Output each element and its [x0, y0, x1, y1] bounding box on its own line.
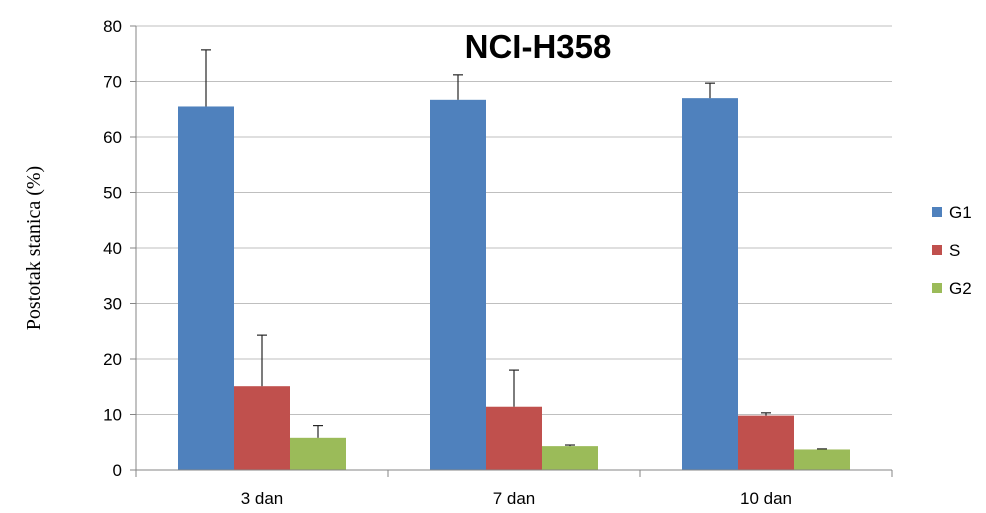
y-tick-label: 40: [103, 239, 122, 258]
legend-label-g2: G2: [949, 279, 972, 298]
legend-label-g1: G1: [949, 203, 972, 222]
bar-g1-1: [430, 99, 486, 470]
y-tick-label: 80: [103, 17, 122, 36]
x-tick-label: 3 dan: [241, 489, 284, 508]
y-tick-label: 70: [103, 73, 122, 92]
legend-swatch-s: [932, 245, 942, 255]
bar-s-1: [486, 406, 542, 470]
y-axis-title: Postotak stanica (%): [23, 166, 45, 330]
bar-g1-2: [682, 98, 738, 471]
bar-g2-2: [794, 449, 850, 470]
y-tick-label: 60: [103, 128, 122, 147]
bar-g1-0: [178, 106, 234, 470]
legend: G1 S G2: [932, 203, 972, 298]
y-tick-label: 30: [103, 295, 122, 314]
x-tick-label: 7 dan: [493, 489, 536, 508]
chart-title: NCI-H358: [465, 28, 612, 65]
gridlines: [136, 25, 892, 415]
x-tick-label: 10 dan: [740, 489, 792, 508]
legend-label-s: S: [949, 241, 960, 260]
legend-swatch-g2: [932, 283, 942, 293]
y-tick-label: 50: [103, 184, 122, 203]
y-tick-label: 20: [103, 350, 122, 369]
bar-s-0: [234, 386, 290, 470]
bar-s-2: [738, 415, 794, 470]
y-tick-label: 10: [103, 406, 122, 425]
bar-g2-0: [290, 437, 346, 470]
axes: 0 10 20 30 40 50 60 70 80 3 dan 7 dan 10 dan: [103, 17, 893, 508]
bars: [178, 49, 850, 471]
legend-swatch-g1: [932, 207, 942, 217]
y-tick-label: 0: [113, 461, 122, 480]
bar-g2-1: [542, 446, 598, 470]
